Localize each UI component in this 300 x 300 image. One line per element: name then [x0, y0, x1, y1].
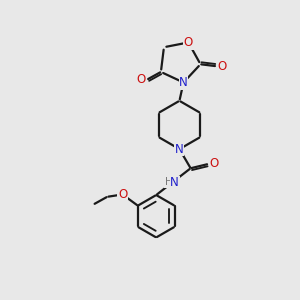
Text: H: H — [165, 177, 173, 188]
Text: O: O — [217, 60, 226, 73]
Text: O: O — [118, 188, 127, 201]
Text: N: N — [179, 76, 188, 89]
Text: N: N — [175, 142, 184, 156]
Text: N: N — [170, 176, 179, 189]
Text: O: O — [184, 36, 193, 49]
Text: O: O — [137, 73, 146, 86]
Text: O: O — [210, 157, 219, 170]
